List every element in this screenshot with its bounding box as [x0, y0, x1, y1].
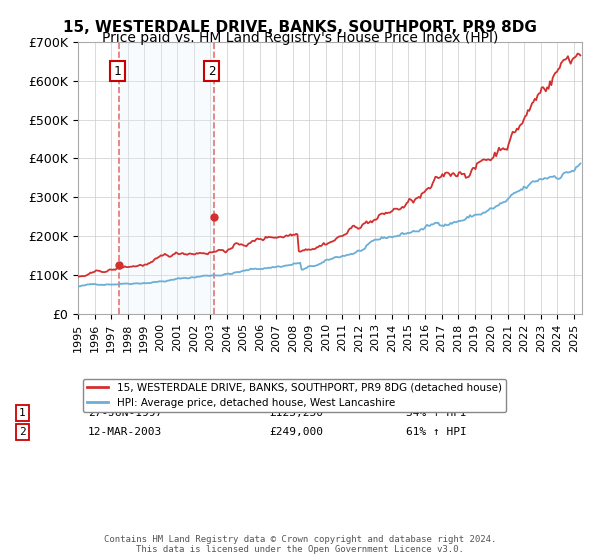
Bar — [119, 42, 214, 314]
Text: 15, WESTERDALE DRIVE, BANKS, SOUTHPORT, PR9 8DG: 15, WESTERDALE DRIVE, BANKS, SOUTHPORT, … — [63, 20, 537, 35]
Text: 2: 2 — [19, 427, 26, 437]
Text: £249,000: £249,000 — [269, 427, 323, 437]
Text: Price paid vs. HM Land Registry's House Price Index (HPI): Price paid vs. HM Land Registry's House … — [102, 31, 498, 45]
Text: 1: 1 — [114, 64, 121, 78]
Text: 27-JUN-1997: 27-JUN-1997 — [88, 408, 163, 418]
Legend: 15, WESTERDALE DRIVE, BANKS, SOUTHPORT, PR9 8DG (detached house), HPI: Average p: 15, WESTERDALE DRIVE, BANKS, SOUTHPORT, … — [83, 379, 506, 412]
Text: 34% ↑ HPI: 34% ↑ HPI — [406, 408, 466, 418]
Text: £125,250: £125,250 — [269, 408, 323, 418]
Text: Contains HM Land Registry data © Crown copyright and database right 2024.
This d: Contains HM Land Registry data © Crown c… — [104, 535, 496, 554]
Text: 2: 2 — [208, 64, 215, 78]
Text: 12-MAR-2003: 12-MAR-2003 — [88, 427, 163, 437]
Text: 61% ↑ HPI: 61% ↑ HPI — [406, 427, 466, 437]
Text: 1: 1 — [19, 408, 26, 418]
